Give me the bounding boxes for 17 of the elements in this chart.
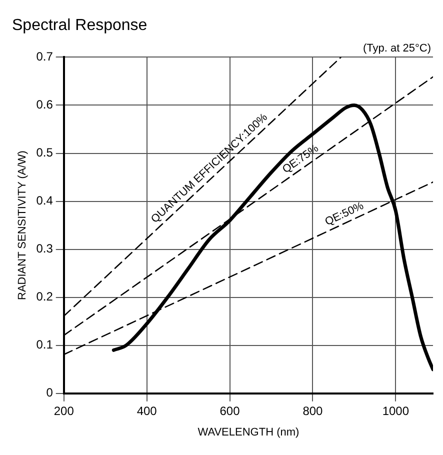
chart-title: Spectral Response <box>12 17 148 34</box>
x-tick-label: 800 <box>302 404 324 418</box>
y-axis-title: RADIANT SENSITIVITY (A/W) <box>16 150 29 300</box>
y-tick-label: 0.4 <box>36 194 54 208</box>
x-tick-label: 1000 <box>382 404 410 418</box>
y-tick-label: 0.5 <box>36 146 54 160</box>
y-tick-label: 0.3 <box>36 242 54 256</box>
y-tick-label: 0.7 <box>36 50 54 64</box>
y-tick-label: 0.1 <box>36 338 54 352</box>
text: (Typ. at 25°C) <box>363 42 431 55</box>
x-tick-label: 600 <box>220 404 240 418</box>
y-tick-label: 0.2 <box>36 290 54 304</box>
x-axis-title: WAVELENGTH (nm) <box>198 426 300 438</box>
y-tick-label: 0.6 <box>36 98 54 112</box>
x-tick-label: 200 <box>54 404 74 418</box>
x-tick-label: 400 <box>136 404 158 418</box>
y-tick-label: 0 <box>46 386 54 400</box>
